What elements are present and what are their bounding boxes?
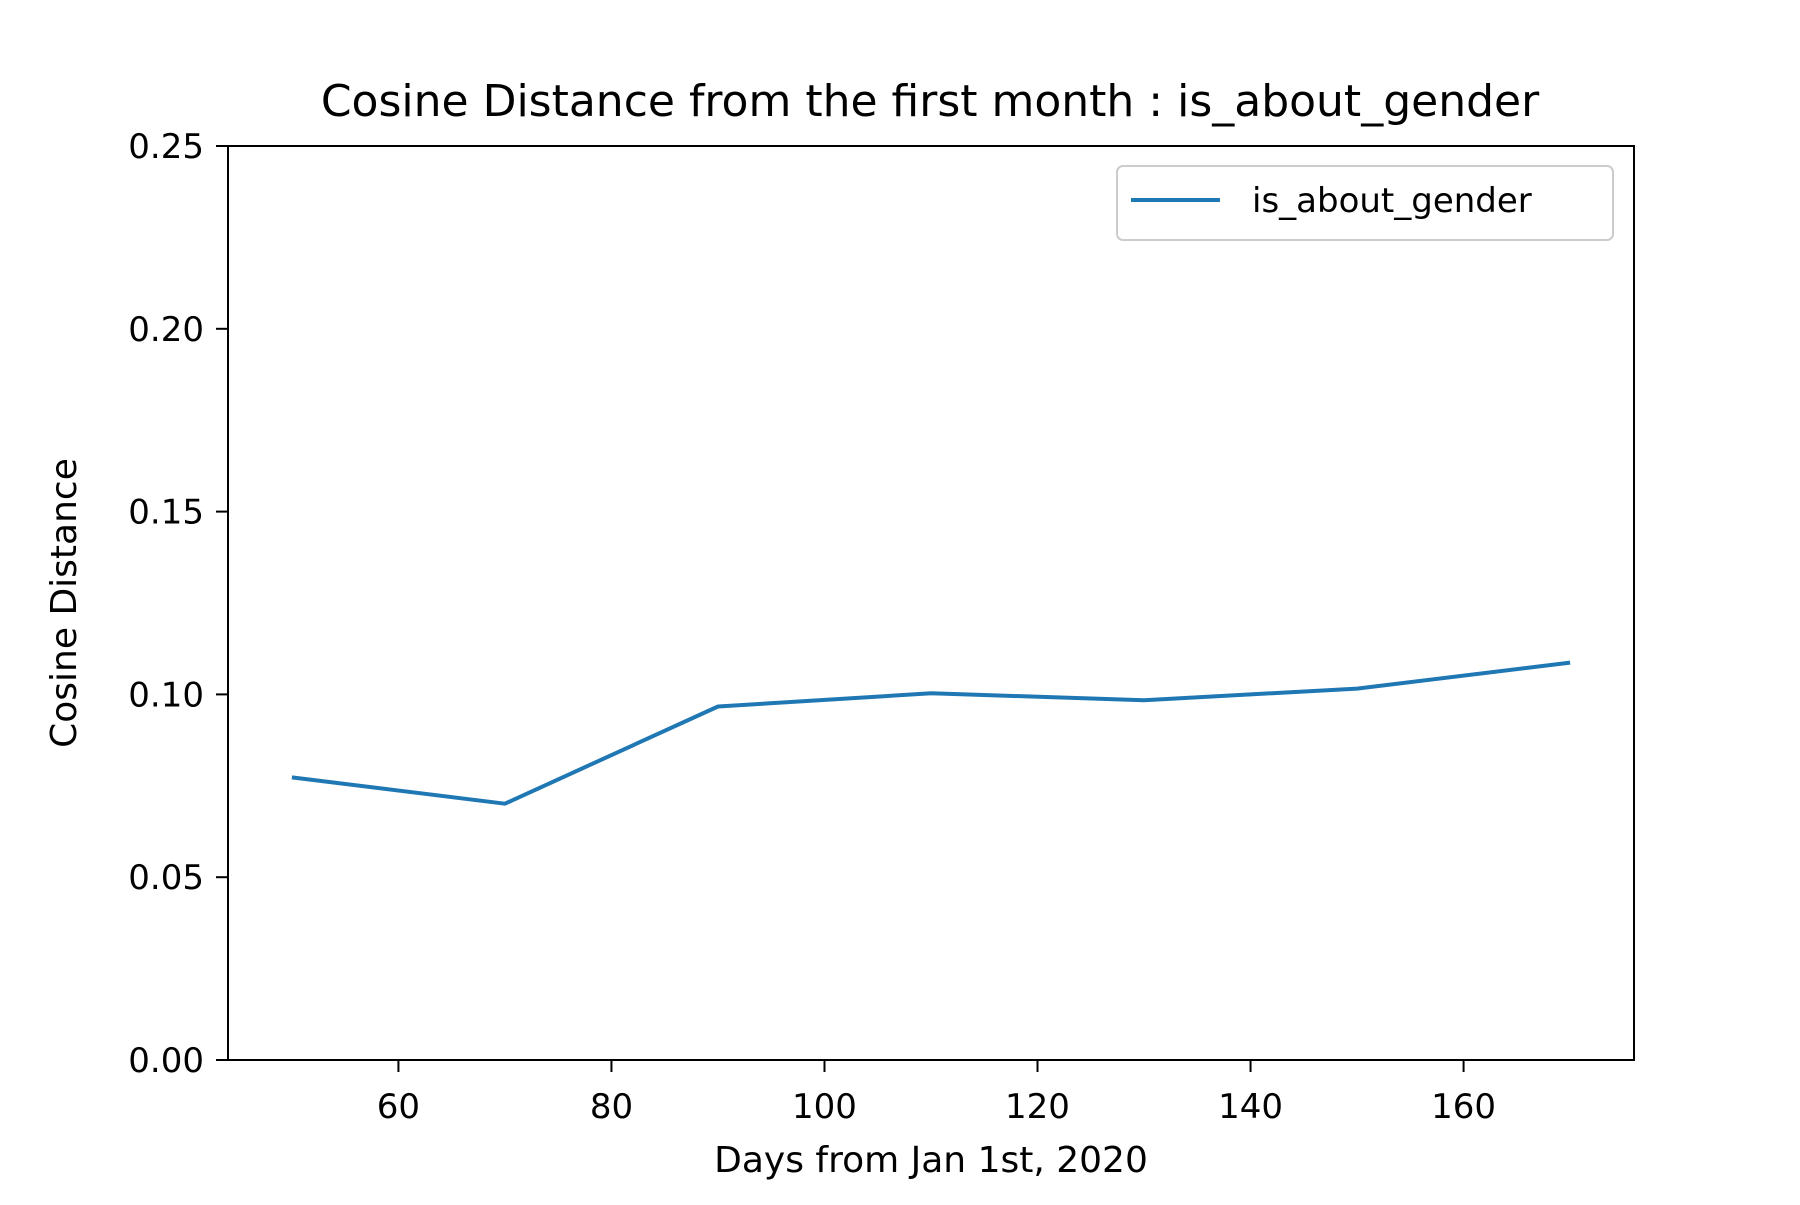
y-tick-label: 0.00 xyxy=(128,1041,204,1081)
y-tick-label: 0.05 xyxy=(128,858,204,898)
plot-frame xyxy=(228,146,1634,1060)
y-axis-label: Cosine Distance xyxy=(44,458,85,748)
y-tick-label: 0.15 xyxy=(128,493,204,533)
x-tick-label: 60 xyxy=(377,1087,420,1127)
x-axis-ticks: 60 80 100 120 140 160 xyxy=(377,1060,1496,1127)
x-tick-label: 120 xyxy=(1005,1087,1070,1127)
y-axis-ticks: 0.00 0.05 0.10 0.15 0.20 0.25 xyxy=(128,127,228,1081)
y-tick-label: 0.10 xyxy=(128,675,204,715)
series-layer xyxy=(292,663,1570,804)
y-tick-label: 0.20 xyxy=(128,310,204,350)
legend-label: is_about_gender xyxy=(1252,181,1532,221)
legend: is_about_gender xyxy=(1117,166,1613,240)
x-axis-label: Days from Jan 1st, 2020 xyxy=(714,1140,1148,1181)
chart-title: Cosine Distance from the first month : i… xyxy=(321,76,1540,127)
y-tick-label: 0.25 xyxy=(128,127,204,167)
x-tick-label: 100 xyxy=(792,1087,857,1127)
x-tick-label: 160 xyxy=(1431,1087,1496,1127)
x-tick-label: 80 xyxy=(590,1087,633,1127)
series-line-is-about-gender xyxy=(292,663,1570,804)
x-tick-label: 140 xyxy=(1218,1087,1283,1127)
